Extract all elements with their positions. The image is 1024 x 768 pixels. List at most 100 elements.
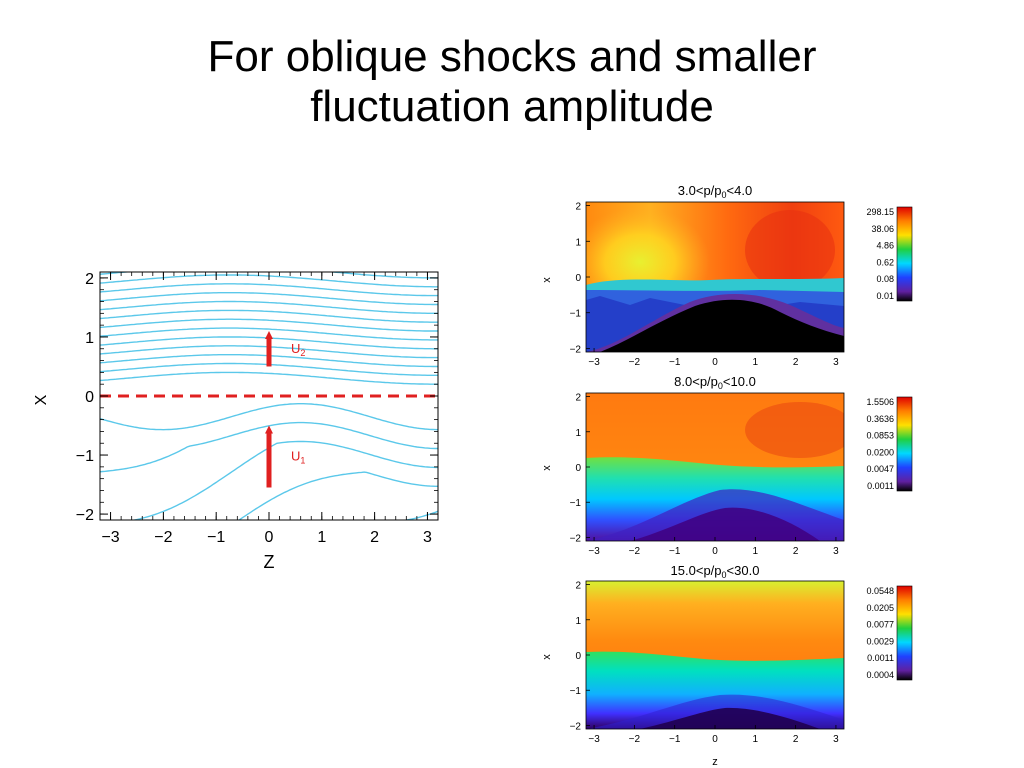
panel-1-title: 3.0<p/p0<4.0	[678, 183, 752, 200]
panel-3-x-tick-label: −2	[629, 734, 641, 745]
panel-1-x-tick-label: 3	[833, 357, 839, 368]
panel-1-colorbar-label: 0.62	[876, 257, 894, 267]
panel-1-x-tick-label: 2	[793, 357, 799, 368]
field-line-downstream-0	[100, 403, 438, 431]
panel-2-axes: −3 −2 −1 0 1 2 3 2 1 0 −1 −2	[570, 393, 840, 557]
panel-3-colorbar-label: 0.0004	[866, 670, 894, 680]
x-tick-label: 3	[423, 529, 432, 546]
panel-2-colorbar-label: 0.0047	[866, 464, 894, 474]
y-tick-label: 2	[85, 271, 94, 288]
panel-1-x-tick-label: 0	[712, 357, 718, 368]
panel-1-colorbar-label: 298.15	[866, 207, 894, 217]
panel-3-y-tick-label: 1	[575, 616, 581, 627]
panel-3-y-tick-label: −1	[570, 686, 582, 697]
panel-1-x-tick-label: −3	[588, 357, 600, 368]
panel-3-colorbar-label: 0.0077	[866, 620, 894, 630]
panel-3-title: 15.0<p/p0<30.0	[671, 563, 760, 580]
y-tick-label: 0	[85, 389, 94, 406]
field-line-upstream-5	[100, 327, 438, 341]
field-line-upstream-8	[100, 300, 438, 314]
field-line-upstream-12	[100, 272, 438, 279]
panel-1-x-tick-label: 1	[753, 357, 759, 368]
field-line-upstream-9	[100, 292, 438, 306]
panel-1-colorbar-labels: 298.15 38.06 4.86 0.62 0.08 0.01	[866, 207, 894, 301]
field-line-upstream-10	[100, 283, 438, 297]
panel-3-colorbar	[896, 585, 913, 681]
y-axis-label: X	[33, 394, 50, 405]
panel-3-x-tick-label: 2	[793, 734, 799, 745]
panel-1-y-tick-label: −1	[570, 309, 582, 320]
panel-2-y-tick-label: 1	[575, 428, 581, 439]
field-line-downstream-3	[237, 471, 438, 520]
panel-3-ylabel: x	[541, 654, 553, 660]
panel-1-x-tick-label: −1	[669, 357, 681, 368]
panel-3-axes: −3 −2 −1 0 1 2 3 2 1 0 −1 −2	[570, 581, 840, 745]
panel-2-colorbar-label: 0.0200	[866, 447, 894, 457]
y-tick-label: 1	[85, 330, 94, 347]
y-tick-label: −2	[76, 507, 94, 524]
panel-1-colorbar-label: 0.01	[876, 291, 894, 301]
panel-3-y-tick-label: 2	[575, 581, 581, 592]
field-line-upstream-7	[100, 309, 438, 323]
field-line-upstream-6	[100, 318, 438, 332]
panel-2-colorbar-label: 0.3636	[866, 414, 894, 424]
panel-3-colorbar-label: 0.0205	[866, 603, 894, 613]
panel-2-x-tick-label: −2	[629, 546, 641, 557]
y-tick-label: −1	[76, 448, 94, 465]
panel-1-axes: −3 −2 −1 0 1 2 3 2 1 0 −1 −2	[570, 202, 840, 368]
panel-2-colorbar-label: 0.0853	[866, 431, 894, 441]
field-line-upstream-0	[100, 371, 438, 385]
panel-3-x-tick-label: 1	[753, 734, 759, 745]
heatmap-panel-2: 8.0<p/p0<10.0 −3 −2 −1 0 1 2 3 2 1 0 −1 −2 x 1.5506…	[541, 374, 913, 557]
panel-1-y-tick-label: 2	[575, 202, 581, 213]
heatmap-panel-3: 15.0<p/p0<30.0 −3 −2 −1 0 1 2 3 2 1 0 −1 −2 x z 0.0…	[541, 563, 913, 768]
panel-2-ylabel: x	[541, 465, 553, 471]
panel-1-x-tick-label: −2	[629, 357, 641, 368]
panel-3-colorbar-label: 0.0029	[866, 636, 894, 646]
flow-arrows: U2 U1	[265, 331, 305, 488]
title-line-1: For oblique shocks and smaller	[207, 32, 817, 81]
panel-2-y-tick-label: −2	[570, 533, 582, 544]
panel-2-y-tick-label: 2	[575, 393, 581, 404]
field-plot-axes: −3 −2 −1 0 1 2 3 2 1 0 −1 −2	[76, 271, 438, 546]
panel-3-x-tick-label: 3	[833, 734, 839, 745]
slide-title: For oblique shocks and smaller fluctuati…	[0, 32, 1024, 132]
panel-2-x-tick-label: −3	[588, 546, 600, 557]
panel-1-y-tick-label: −2	[570, 344, 582, 355]
panel-2-title: 8.0<p/p0<10.0	[674, 374, 756, 391]
panel-2-x-tick-label: 0	[712, 546, 718, 557]
panel-2-y-tick-label: −1	[570, 498, 582, 509]
panel-1-y-tick-label: 0	[575, 273, 581, 284]
x-tick-label: 0	[265, 529, 274, 546]
panel-3-xlabel: z	[712, 756, 718, 768]
flow-arrow-1-label: U1	[291, 449, 305, 466]
panel-1-colorbar-label: 4.86	[876, 241, 894, 251]
panel-3-colorbar-label: 0.0548	[866, 586, 894, 596]
panel-2-y-tick-label: 0	[575, 463, 581, 474]
panel-2-colorbar	[896, 396, 913, 492]
panel-1-colorbar	[896, 206, 913, 302]
panel-1-ylabel: x	[541, 277, 553, 283]
x-axis-label: Z	[264, 552, 275, 572]
panel-2-colorbar-labels: 1.5506 0.3636 0.0853 0.0200 0.0047 0.0011	[866, 397, 894, 491]
x-tick-label: −1	[207, 529, 225, 546]
panel-2-x-tick-label: 3	[833, 546, 839, 557]
x-tick-label: −3	[101, 529, 119, 546]
panel-1-colorbar-label: 38.06	[871, 224, 894, 234]
flow-arrow-2-head	[265, 331, 273, 340]
x-tick-label: 1	[317, 529, 326, 546]
panel-3-x-tick-label: 0	[712, 734, 718, 745]
panel-3-y-tick-label: −2	[570, 721, 582, 732]
x-tick-label: −2	[154, 529, 172, 546]
panel-2-colorbar-label: 1.5506	[866, 397, 894, 407]
flow-arrow-2-label: U2	[291, 341, 305, 358]
panel-2-x-tick-label: 2	[793, 546, 799, 557]
title-line-2: fluctuation amplitude	[310, 82, 714, 131]
panel-3-colorbar-label: 0.0011	[867, 653, 894, 663]
x-tick-label: 2	[370, 529, 379, 546]
panel-3-y-tick-label: 0	[575, 651, 581, 662]
panel-3-colorbar-labels: 0.0548 0.0205 0.0077 0.0029 0.0011 0.0004	[866, 586, 894, 680]
panel-3-x-tick-label: −1	[669, 734, 681, 745]
